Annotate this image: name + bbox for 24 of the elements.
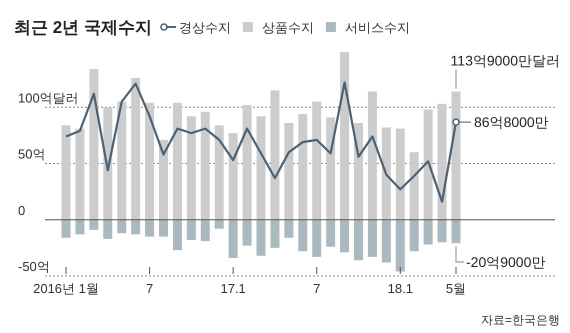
legend-경상수지: 경상수지 [160, 20, 231, 35]
y-tick-label: -50억 [18, 259, 50, 274]
annotation: -20억9000만 [456, 246, 546, 270]
annotation: 86억8000만 [452, 114, 549, 130]
annotation: 86억8000만 [474, 114, 549, 130]
x-tick-label: 17.1 [220, 281, 246, 296]
y-tick-label: 100억달러 [18, 90, 79, 106]
text: 자료=한국은행 [480, 313, 560, 327]
legend-label: 서비스수지 [344, 20, 410, 35]
legend-label: 경상수지 [178, 20, 231, 35]
x-tick-label: 7 [313, 281, 320, 296]
chart-title: 최근 2년 국제수지 [14, 18, 152, 37]
x-tick-label: 2016년 1월 [33, 281, 99, 296]
x-tick-label: 7 [146, 281, 154, 296]
y-tick-label: 50억 [18, 146, 46, 162]
annotation: 113억9000만달러 [450, 52, 560, 69]
legend-label: 상품수지 [262, 20, 314, 35]
x-tick-label: 18.1 [388, 281, 413, 296]
x-tick-label: 5월 [446, 281, 466, 296]
legend-상품수지: 상품수지 [242, 20, 314, 35]
annotation: -20억9000만 [466, 254, 546, 270]
y-tick-label: 0 [18, 202, 26, 218]
annotation: 113억9000만달러 [450, 52, 560, 90]
legend-서비스수지: 서비스수지 [326, 20, 410, 35]
